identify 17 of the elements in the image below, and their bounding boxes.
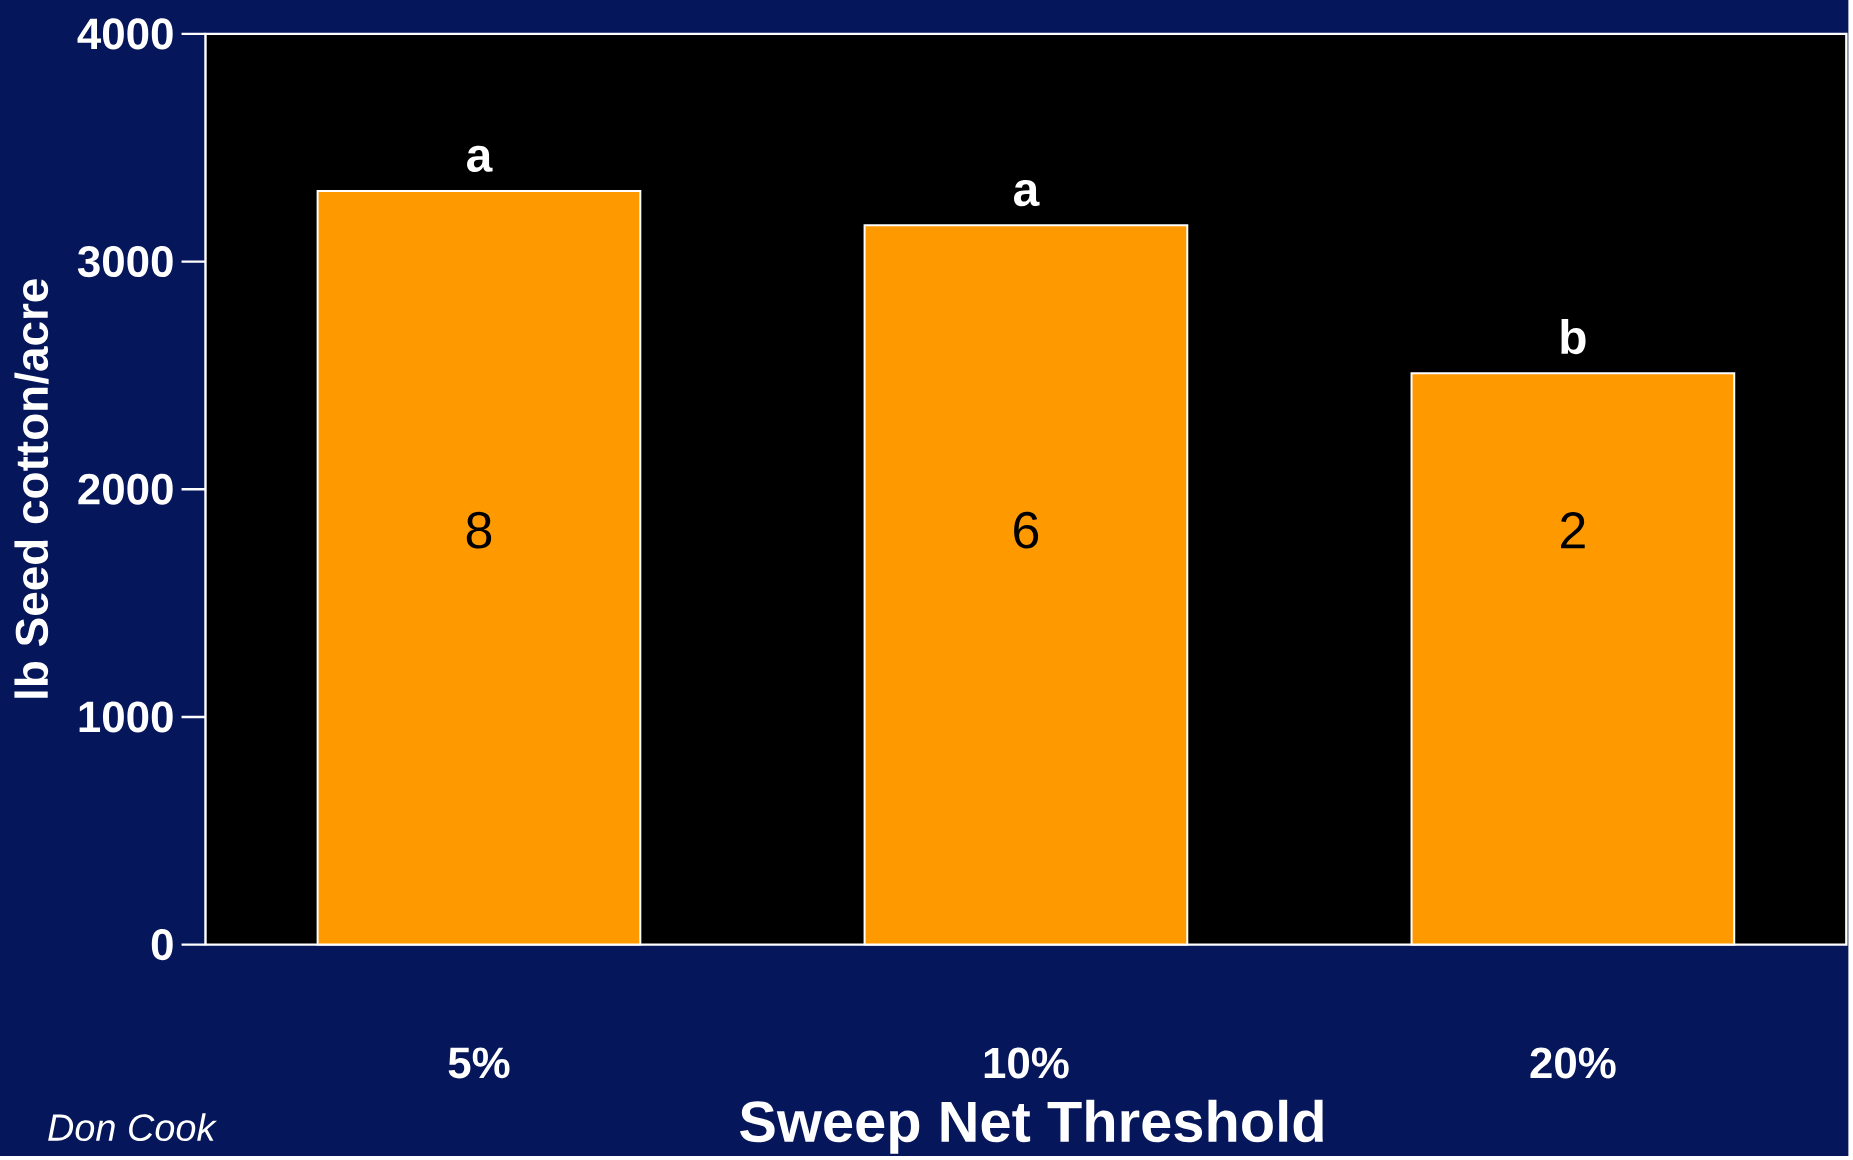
y-tick-label: 4000	[77, 18, 173, 50]
y-tick-label: 3000	[77, 245, 173, 277]
y-tick-label: 1000	[79, 701, 173, 733]
annotation: a	[1014, 179, 1040, 206]
y-tick-label: 0	[151, 928, 173, 960]
text: Don Cook	[48, 1113, 218, 1141]
annotation: 2	[1561, 511, 1585, 549]
x-tick-label: 20%	[1530, 1047, 1616, 1079]
annotation: b	[1561, 318, 1586, 354]
annotation: 6	[1014, 511, 1039, 549]
x-axis-title: Sweep Net Threshold	[740, 1099, 1323, 1154]
y-tick-label: 2000	[78, 473, 173, 505]
x-tick-label: 5%	[448, 1047, 510, 1079]
x-tick-label: 10%	[984, 1047, 1069, 1079]
annotation: 8	[466, 511, 492, 549]
annotation: a	[467, 145, 493, 172]
y-axis-title: lb Seed cotton/acre	[14, 279, 49, 698]
